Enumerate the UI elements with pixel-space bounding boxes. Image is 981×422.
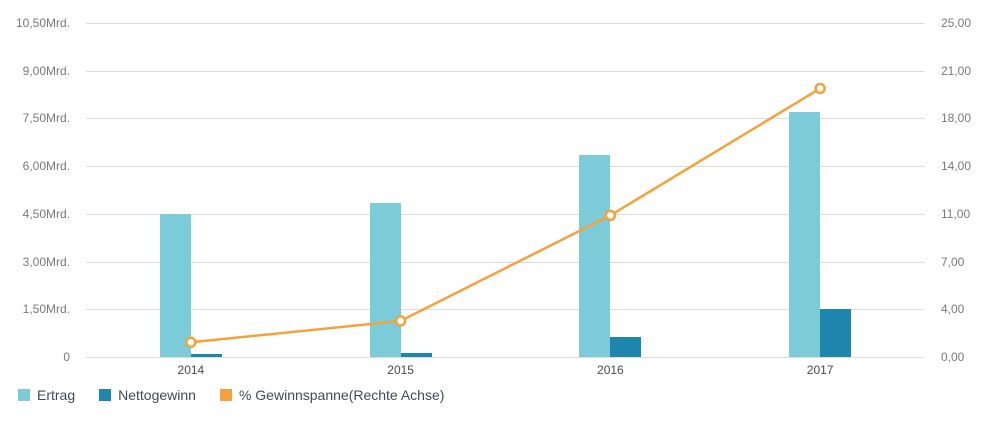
legend-swatch-nettogewinn	[99, 389, 112, 401]
left-axis-tick: 4,50Mrd.	[22, 206, 70, 221]
left-axis-tick: 10,50Mrd.	[15, 16, 70, 30]
bar-nettogewinn-2016[interactable]	[610, 337, 642, 357]
x-axis-label: 2017	[806, 363, 834, 377]
chart-legend: Ertrag Nettogewinn % Gewinnspanne(Rechte…	[18, 387, 444, 403]
gridline	[86, 118, 925, 120]
bar-ertrag-2016[interactable]	[579, 155, 611, 357]
bar-nettogewinn-2017[interactable]	[820, 309, 852, 357]
line-marker-2015[interactable]	[394, 315, 407, 327]
profit-margin-line[interactable]	[190, 87, 821, 344]
left-axis-tick: 0	[63, 350, 70, 364]
legend-item-gewinnspanne[interactable]: % Gewinnspanne(Rechte Achse)	[219, 387, 445, 403]
bar-ertrag-2017[interactable]	[789, 112, 821, 357]
gridline	[86, 357, 925, 358]
bar-ertrag-2015[interactable]	[369, 202, 401, 357]
legend-swatch-gewinnspanne	[219, 389, 232, 401]
x-axis-label: 2014	[177, 363, 205, 377]
legend-item-nettogewinn[interactable]: Nettogewinn	[99, 387, 196, 403]
legend-label-nettogewinn: Nettogewinn	[118, 387, 196, 403]
left-axis-tick: 6,00Mrd.	[22, 159, 70, 174]
right-axis-tick: 14,00	[941, 159, 972, 174]
gridline	[86, 309, 925, 311]
right-axis-tick: 7,00	[941, 254, 965, 269]
legend-item-ertrag[interactable]: Ertrag	[18, 387, 75, 403]
bar-nettogewinn-2014[interactable]	[190, 354, 222, 357]
left-axis-tick: 3,00Mrd.	[22, 254, 70, 269]
right-axis-tick: 18,00	[941, 111, 972, 126]
right-axis-tick: 25,00	[941, 16, 972, 30]
right-axis-tick: 4,00	[941, 302, 965, 317]
gridline	[86, 166, 925, 168]
legend-label-ertrag: Ertrag	[37, 387, 76, 403]
legend-label-gewinnspanne: % Gewinnspanne(Rechte Achse)	[238, 387, 445, 403]
gridline	[86, 261, 925, 263]
left-axis-tick: 1,50Mrd.	[22, 302, 70, 317]
gridline	[86, 213, 925, 215]
bar-ertrag-2014[interactable]	[159, 213, 191, 357]
x-axis-label: 2015	[387, 363, 414, 377]
line-marker-2017[interactable]	[814, 82, 826, 95]
right-axis-tick: 11,00	[941, 206, 971, 221]
line-marker-2016[interactable]	[604, 209, 617, 222]
left-axis-tick: 7,50Mrd.	[22, 111, 70, 126]
gridline	[86, 23, 925, 24]
x-axis-label: 2016	[597, 363, 624, 377]
legend-swatch-ertrag	[18, 389, 30, 401]
bar-nettogewinn-2015[interactable]	[400, 353, 432, 357]
left-axis-tick: 9,00Mrd.	[22, 63, 70, 78]
line-marker-2014[interactable]	[185, 336, 197, 349]
right-axis-tick: 0,00	[941, 350, 965, 364]
right-axis-tick: 21,00	[941, 63, 972, 78]
gridline	[86, 70, 925, 72]
